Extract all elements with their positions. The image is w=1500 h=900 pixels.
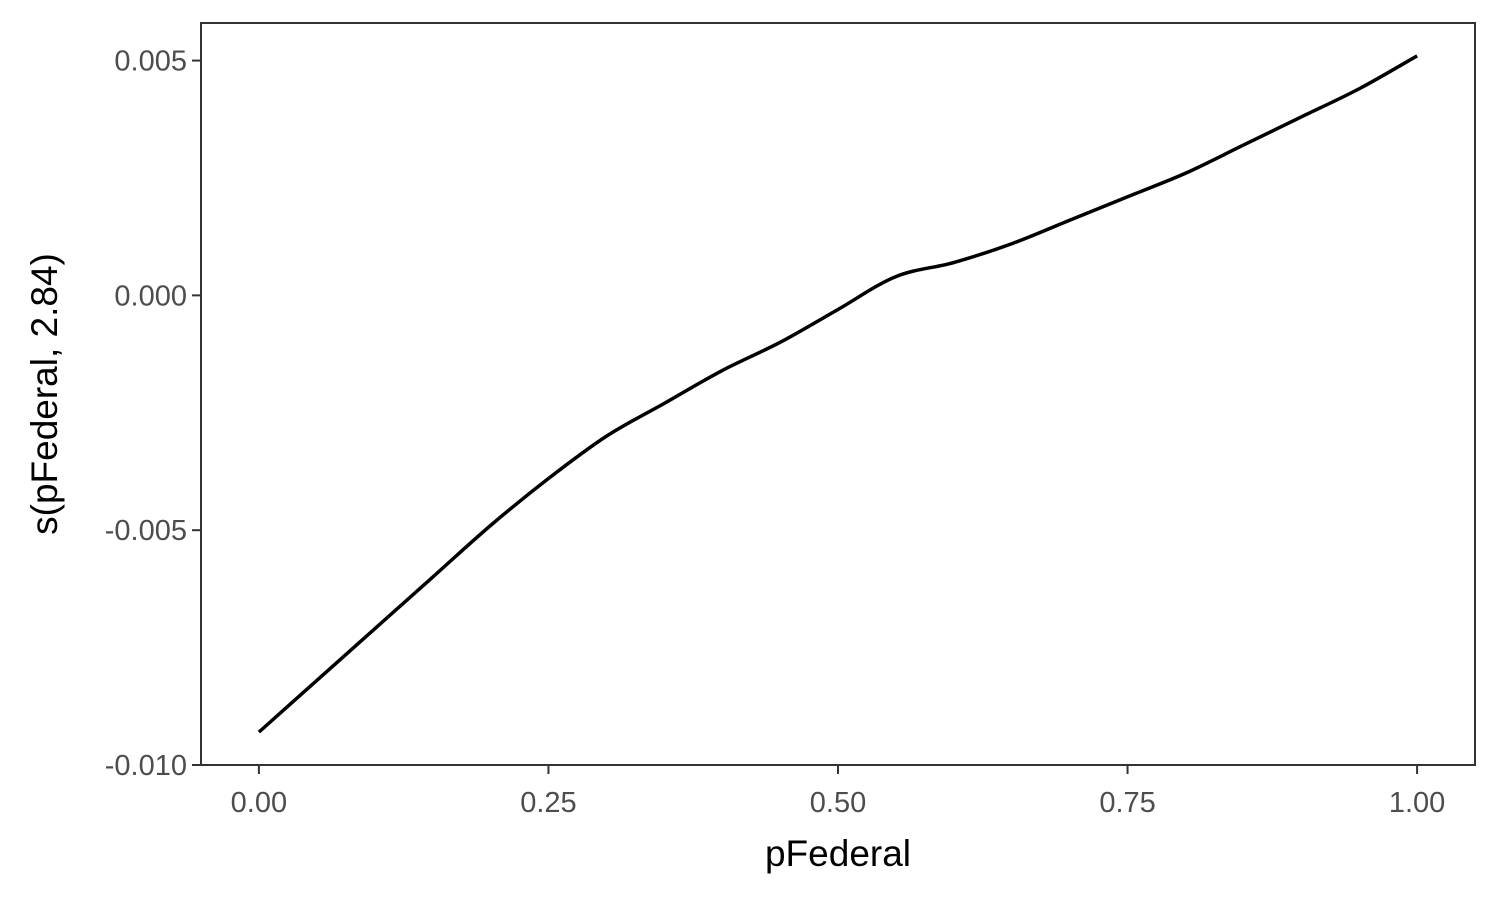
- y-tick-label: 0.000: [114, 280, 187, 312]
- series-line: [257, 54, 1418, 734]
- y-tick-label: -0.010: [105, 750, 187, 782]
- y-tick-label: 0.005: [114, 46, 187, 78]
- series-layer: [257, 54, 1418, 734]
- x-tick-label: 0.25: [520, 787, 576, 819]
- plot-panel: [200, 22, 1476, 766]
- x-axis-title: pFederal: [765, 833, 911, 874]
- x-tick-label: 0.00: [231, 787, 287, 819]
- x-tick-label: 0.75: [1099, 787, 1155, 819]
- x-tick-label: 0.50: [810, 787, 866, 819]
- y-tick-label: -0.005: [105, 515, 187, 547]
- y-axis: -0.010 -0.005 0.000 0.005: [105, 46, 201, 782]
- x-tick-label: 1.00: [1389, 787, 1445, 819]
- x-axis: 0.00 0.25 0.50 0.75 1.00: [231, 765, 1445, 819]
- y-axis-title: s(pFederal, 2.84): [24, 253, 65, 535]
